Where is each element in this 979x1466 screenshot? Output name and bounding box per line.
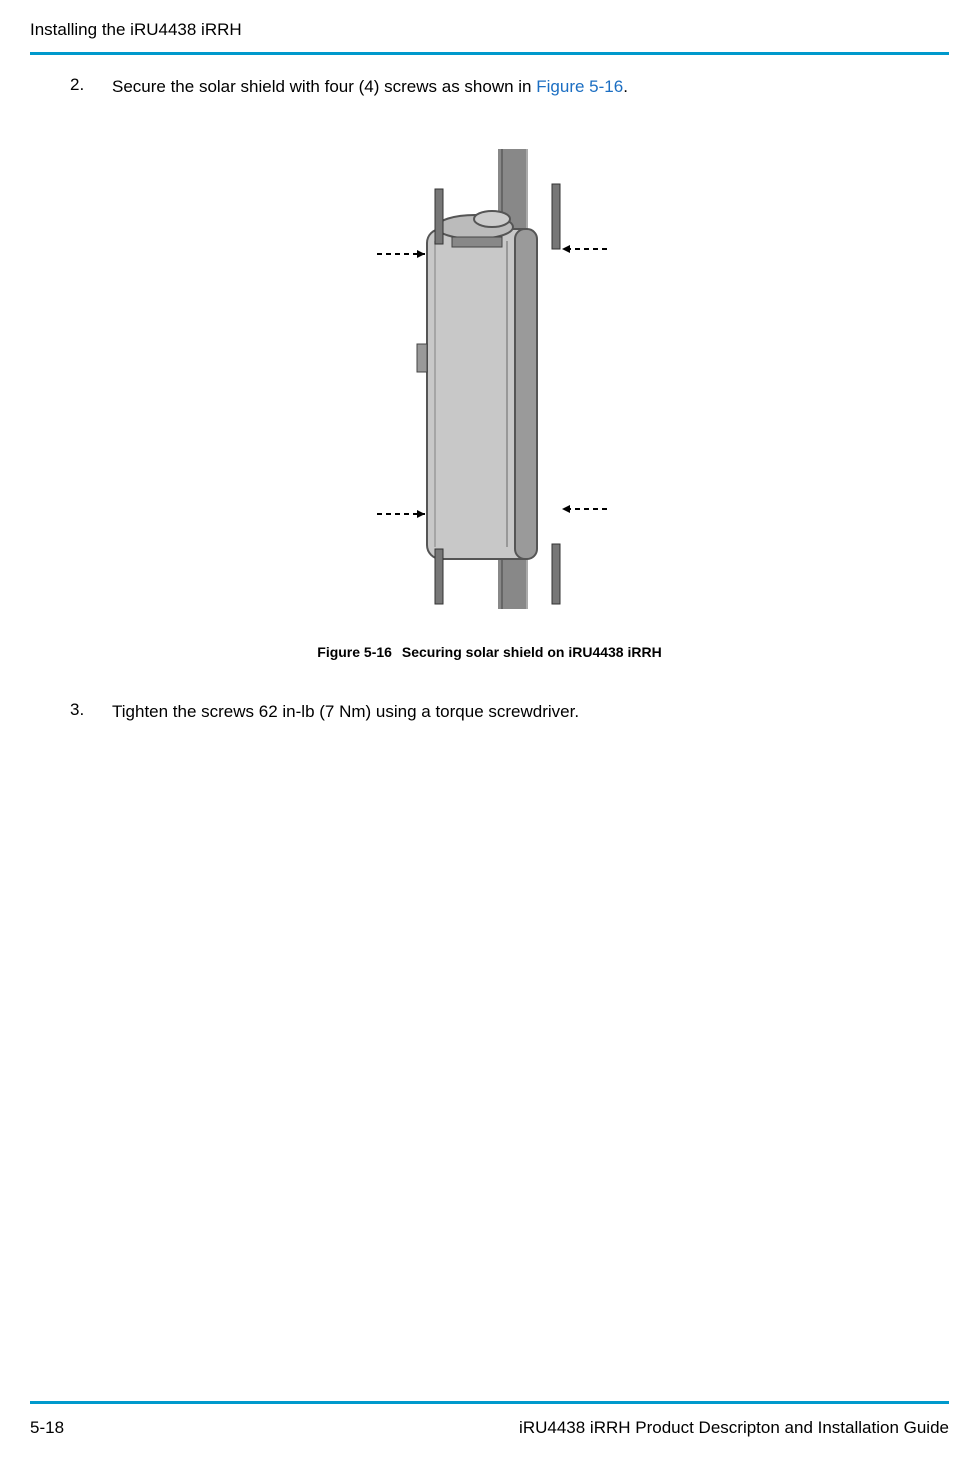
figure-image [357,149,622,614]
device-illustration [357,149,622,609]
figure-container: Figure 5-16 Securing solar shield on iRU… [70,149,909,660]
step-2-text-after: . [623,77,628,96]
header-title: Installing the iRU4438 iRRH [30,20,242,39]
footer-divider [30,1401,949,1404]
step-2-text: Secure the solar shield with four (4) sc… [112,75,628,99]
doc-title: iRU4438 iRRH Product Descripton and Inst… [519,1418,949,1438]
step-3-number: 3. [70,700,90,720]
figure-caption-label: Figure 5-16 [317,644,392,660]
step-2-text-before: Secure the solar shield with four (4) sc… [112,77,536,96]
step-2: 2. Secure the solar shield with four (4)… [70,75,909,99]
figure-caption-text: Securing solar shield on iRU4438 iRRH [402,644,662,660]
figure-caption: Figure 5-16 Securing solar shield on iRU… [70,644,909,660]
figure-reference-link[interactable]: Figure 5-16 [536,77,623,96]
page-header: Installing the iRU4438 iRRH [0,0,979,52]
page-number: 5-18 [30,1418,64,1438]
footer-text-row: 5-18 iRU4438 iRRH Product Descripton and… [30,1418,949,1438]
step-3-text: Tighten the screws 62 in-lb (7 Nm) using… [112,700,579,724]
page-content: 2. Secure the solar shield with four (4)… [0,55,979,724]
step-3: 3. Tighten the screws 62 in-lb (7 Nm) us… [70,700,909,724]
step-2-number: 2. [70,75,90,95]
page-footer: 5-18 iRU4438 iRRH Product Descripton and… [0,1401,979,1466]
